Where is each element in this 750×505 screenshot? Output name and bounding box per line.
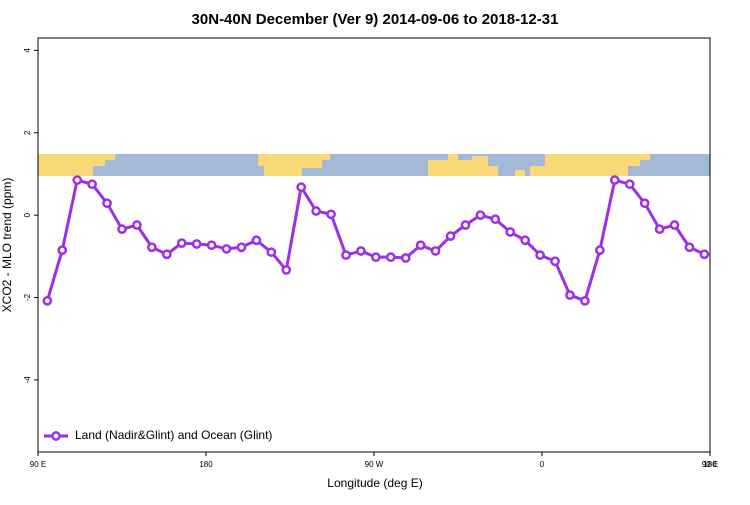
point <box>87 179 97 190</box>
point <box>191 239 202 249</box>
point <box>595 245 605 255</box>
point <box>639 198 650 209</box>
y-tick-label: 0 <box>23 212 32 217</box>
point <box>176 238 187 248</box>
x-tick-label: 90 W <box>365 460 384 469</box>
y-axis-label: XCO2 - MLO trend (ppm) <box>0 178 14 313</box>
x-tick-label: 90 E <box>702 460 718 469</box>
point <box>624 179 635 190</box>
point <box>609 175 620 185</box>
point <box>445 231 456 241</box>
point <box>236 242 247 253</box>
x-tick-label: 0 <box>540 460 545 469</box>
point <box>341 250 351 260</box>
point <box>251 235 262 246</box>
x-tick-label: 90 E <box>30 460 46 469</box>
point <box>505 227 516 237</box>
point <box>699 249 710 260</box>
legend-label: Land (Nadir&Glint) and Ocean (Glint) <box>75 428 272 442</box>
point <box>460 220 471 230</box>
point <box>311 206 321 216</box>
series-line <box>45 178 706 303</box>
x-tick-label: 180 <box>703 460 717 469</box>
point <box>72 175 83 185</box>
point <box>206 240 217 251</box>
point <box>221 244 232 254</box>
legend-marker <box>51 431 61 441</box>
point <box>102 198 112 209</box>
point <box>684 242 695 253</box>
y-tick-label: 4 <box>23 48 32 53</box>
x-tick-label: 180 <box>199 460 213 469</box>
point <box>490 214 501 225</box>
point <box>147 242 157 253</box>
point <box>371 252 381 263</box>
y-tick-label: -2 <box>23 293 32 301</box>
point <box>281 265 292 275</box>
y-tick-label: 2 <box>23 130 32 135</box>
point <box>430 246 441 256</box>
point <box>326 209 336 220</box>
y-tick-label: -4 <box>23 376 32 384</box>
point <box>385 252 396 263</box>
map-strip <box>38 154 710 176</box>
point <box>520 235 531 246</box>
chart-title: 30N-40N December (Ver 9) 2014-09-06 to 2… <box>192 11 559 28</box>
point <box>580 295 590 306</box>
plot-frame <box>37 37 711 453</box>
point <box>57 245 68 255</box>
point <box>535 250 545 260</box>
point <box>400 253 411 263</box>
point <box>117 224 127 234</box>
x-axis-label: Longitude (deg E) <box>327 476 422 490</box>
point <box>132 220 142 230</box>
point <box>42 295 53 306</box>
point <box>296 182 307 192</box>
point <box>475 210 486 220</box>
point <box>669 220 680 230</box>
point <box>415 240 426 251</box>
point <box>266 247 277 258</box>
point <box>550 256 560 267</box>
point <box>654 224 665 234</box>
point <box>161 249 172 260</box>
point <box>356 246 366 256</box>
point <box>565 290 575 300</box>
